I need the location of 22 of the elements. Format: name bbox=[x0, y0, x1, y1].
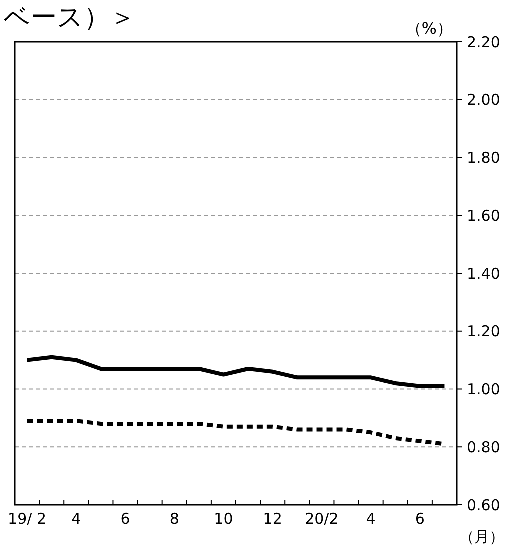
x-tick-label: 6 bbox=[415, 510, 425, 528]
y-tick-label: 1.00 bbox=[467, 380, 500, 398]
x-tick-label: 10 bbox=[214, 510, 234, 528]
chart-title: ベース）＞ bbox=[4, 3, 136, 33]
x-tick-label: 6 bbox=[120, 510, 130, 528]
x-axis-title: （月） bbox=[460, 528, 504, 546]
x-tick-label: 8 bbox=[170, 510, 180, 528]
x-tick-label: 20/2 bbox=[305, 510, 339, 528]
x-tick-label: 12 bbox=[263, 510, 282, 528]
y-tick-label: 1.40 bbox=[467, 264, 500, 283]
y-tick-label: 1.60 bbox=[467, 206, 500, 225]
y-tick-label: 2.20 bbox=[467, 33, 500, 52]
y-tick-label: 1.80 bbox=[467, 149, 500, 167]
x-tick-label: 4 bbox=[366, 510, 376, 528]
y-tick-label: 2.00 bbox=[467, 91, 500, 110]
x-tick-label: 19/ 2 bbox=[8, 510, 47, 528]
y-tick-label: 0.60 bbox=[467, 496, 500, 514]
y-tick-label: 1.20 bbox=[467, 322, 500, 341]
y-axis-title: （%） bbox=[406, 19, 453, 38]
x-tick-label: 4 bbox=[72, 510, 82, 528]
line-series bbox=[25, 355, 447, 388]
y-tick-label: 0.80 bbox=[467, 438, 500, 456]
